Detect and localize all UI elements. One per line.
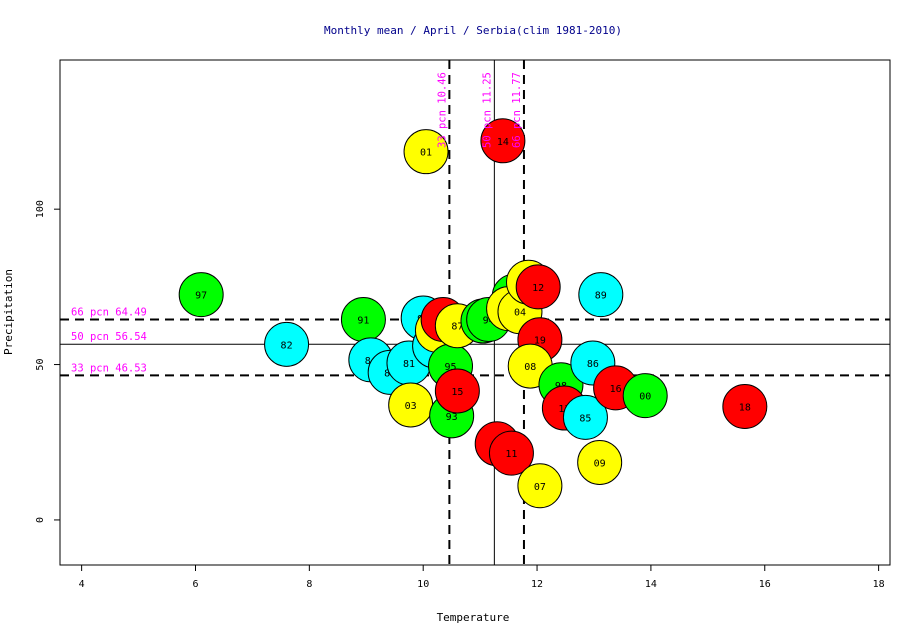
data-point-label: 89 [595,291,607,302]
data-point-label: 00 [639,392,651,403]
x-tick-label: 4 [79,579,85,590]
data-point-label: 94 [483,315,495,326]
data-point-label: 09 [594,458,606,469]
reference-labels: 66 pcn 64.49 50 pcn 56.54 33 pcn 46.53 33 p… [71,72,523,374]
data-point [517,463,563,509]
data-point-label: 07 [534,482,546,493]
data-point [515,264,561,310]
data-point [562,394,608,440]
x-axis-label: Temperature [437,611,510,624]
data-point-label: 04 [514,308,526,319]
data-point-label: 03 [405,401,417,412]
percentile-hline-label: 66 pcn 64.49 [71,307,147,319]
data-point [622,373,668,419]
data-point-label: 87 [451,322,463,333]
percentile-hline-label: 50 pcn 56.54 [71,331,147,343]
data-point-label: 86 [587,359,599,370]
x-tick-label: 12 [531,579,543,590]
x-axis: 4 6 8 10 12 14 16 18 [79,565,885,590]
data-point-label: 18 [739,403,751,414]
y-tick-label: 0 [35,517,46,523]
data-point-label: 15 [451,387,463,398]
data-point-label: 19 [534,336,546,347]
data-point-label: 91 [357,315,369,326]
data-point-label: 85 [579,413,591,424]
percentile-vline-label: 66 pcn 11.77 [511,72,523,148]
data-point-label: 93 [446,412,458,423]
data-point [178,272,224,318]
percentile-hline-label: 33 pcn 46.53 [71,362,147,374]
data-point [264,321,310,367]
data-point-label: 11 [505,449,517,460]
x-tick-label: 14 [645,579,657,590]
x-tick-label: 6 [192,579,198,590]
data-point-label: 01 [420,148,432,159]
data-point-label: 81 [403,359,415,370]
data-point [403,129,449,175]
data-point [480,118,526,164]
data-point-label: 97 [195,291,207,302]
x-tick-label: 16 [759,579,771,590]
percentile-vline-label: 33 pcn 10.46 [436,72,448,148]
x-tick-label: 10 [417,579,429,590]
x-tick-label: 18 [873,579,885,590]
data-points: 9782918488810301929002179593158783941420… [178,118,768,509]
data-point-label: 14 [497,137,509,148]
y-axis-label: Precipitation [2,269,15,355]
data-point [577,439,623,485]
data-point-label: 08 [524,362,536,373]
data-point-label: 82 [281,340,293,351]
percentile-vline-label: 50 pcn 11.25 [481,72,493,148]
data-point [722,384,768,430]
x-tick-label: 8 [306,579,312,590]
data-point [434,368,480,414]
data-point-label: 95 [444,362,456,373]
plot-frame [59,59,891,566]
data-point-label: 16 [610,384,622,395]
data-point [578,272,624,318]
y-tick-label: 50 [35,359,46,371]
y-tick-label: 100 [35,200,46,218]
chart-title: Monthly mean / April / Serbia(clim 1981-… [324,24,622,37]
y-axis: 0 50 100 [35,200,60,523]
data-point-label: 12 [532,283,544,294]
data-point [488,430,534,476]
